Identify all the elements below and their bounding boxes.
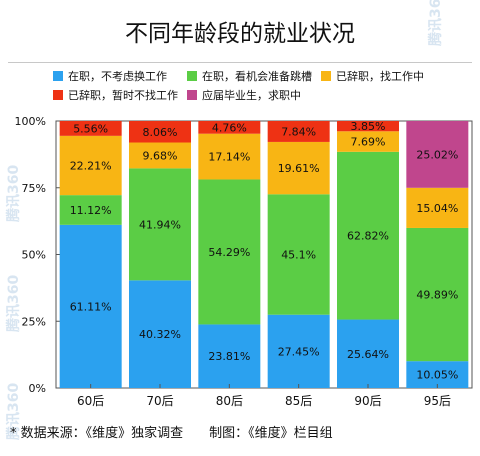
source-note: * 数据来源：《维度》独家调查 制图：《维度》栏目组 [10, 426, 333, 441]
bar-segment [129, 142, 191, 169]
bar-segment [59, 135, 122, 196]
bar-value-label: 3.85% [351, 120, 386, 133]
bar-value-label: 45.1% [281, 249, 316, 262]
bar-segment [198, 121, 261, 134]
bar-segment [406, 227, 469, 362]
bar-value-label: 19.61% [278, 162, 320, 175]
x-tick-label: 85后 [285, 394, 312, 408]
x-tick-label: 95后 [424, 394, 451, 408]
bar-segment [198, 179, 261, 325]
y-tick-label: 75% [22, 182, 46, 195]
bar-value-label: 11.12% [70, 204, 112, 217]
bar-value-label: 41.94% [139, 218, 181, 231]
bar-segment [337, 121, 399, 132]
bar-value-label: 17.14% [208, 151, 250, 164]
x-tick-label: 70后 [146, 394, 173, 408]
bar-value-label: 22.21% [70, 159, 112, 172]
bar-segment [129, 280, 191, 388]
bar-segment [406, 121, 469, 188]
chart-title: 不同年龄段的就业状况 [125, 21, 355, 47]
bar-segment [267, 141, 330, 195]
bar-value-label: 61.11% [70, 300, 112, 313]
bar-value-label: 15.04% [416, 202, 458, 215]
bar-segment [129, 121, 191, 143]
legend-label: 在职，不考虑换工作 [68, 69, 167, 83]
watermark-logo: 腾讯360 [427, 0, 444, 46]
bar-segment [337, 131, 399, 152]
bar-segment [406, 361, 469, 388]
bar-value-label: 7.84% [281, 125, 316, 138]
x-tick-label: 80后 [216, 394, 243, 408]
bar-value-label: 62.82% [347, 230, 389, 243]
bar-value-label: 5.56% [73, 122, 108, 135]
legend-swatch [187, 71, 197, 81]
bar-segment [337, 151, 399, 320]
bar-segment [267, 194, 330, 315]
bar-segment [59, 195, 122, 225]
bar-value-label: 7.69% [351, 136, 386, 149]
y-tick-label: 50% [22, 249, 46, 262]
watermark-logo: 腾讯360 [5, 165, 22, 222]
bar-segment [337, 319, 399, 388]
legend-swatch [321, 71, 331, 81]
y-tick-label: 100% [15, 115, 46, 128]
legend-label: 已辞职，找工作中 [336, 69, 424, 83]
bar-value-label: 9.68% [143, 149, 178, 162]
bar-value-label: 40.32% [139, 328, 181, 341]
legend-swatch [53, 71, 63, 81]
bar-value-label: 27.45% [278, 345, 320, 358]
legend-label: 已辞职，暂时不找工作 [68, 88, 178, 102]
bar-value-label: 10.05% [416, 369, 458, 382]
bar-value-label: 23.81% [208, 350, 250, 363]
x-tick-label: 90后 [354, 394, 381, 408]
bar-value-label: 8.06% [143, 126, 178, 139]
x-tick-label: 60后 [77, 394, 104, 408]
watermark-logo: 腾讯360 [5, 383, 22, 440]
legend-label: 在职，看机会准备跳槽 [202, 69, 312, 83]
bar-value-label: 4.76% [212, 121, 247, 134]
bar-segment [129, 168, 191, 281]
bar-segment [59, 224, 122, 388]
bar-segment [59, 121, 122, 136]
bar-value-label: 25.02% [416, 148, 458, 161]
bar-segment [267, 121, 330, 142]
bar-segment [406, 187, 469, 228]
y-tick-label: 25% [22, 315, 46, 328]
legend-label: 应届毕业生，求职中 [202, 88, 301, 102]
bar-segment [267, 314, 330, 388]
watermark-logo: 腾讯360 [5, 275, 22, 332]
bar-value-label: 25.64% [347, 348, 389, 361]
bar-segment [198, 133, 261, 180]
y-tick-label: 0% [29, 382, 46, 395]
legend-swatch [53, 90, 63, 100]
legend-swatch [187, 90, 197, 100]
bar-value-label: 49.89% [416, 289, 458, 302]
bar-segment [198, 324, 261, 388]
bar-value-label: 54.29% [208, 246, 250, 259]
title-divider [8, 62, 472, 63]
